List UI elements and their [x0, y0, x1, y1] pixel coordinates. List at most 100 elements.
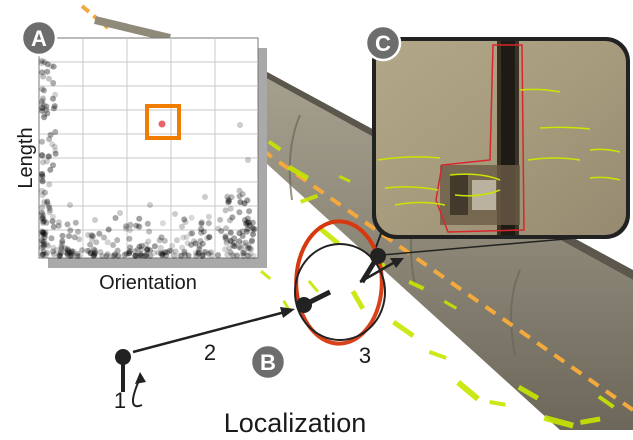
scatter-point: [49, 213, 56, 220]
scatter-point: [39, 251, 46, 258]
scatter-point: [69, 252, 76, 259]
scatter-point: [202, 194, 208, 200]
scatter-point: [51, 143, 58, 150]
scatter-point: [67, 227, 74, 234]
scatter-point: [39, 60, 45, 67]
scatter-point: [39, 209, 45, 216]
scatter-point: [246, 208, 253, 215]
scatter-point: [39, 152, 46, 159]
scatter-point: [138, 252, 145, 259]
scatter-point: [172, 248, 179, 255]
scatter-point: [56, 252, 63, 259]
scatter-point: [97, 249, 104, 255]
scatter-point: [158, 234, 165, 241]
scatter-point: [248, 246, 254, 253]
scatter-point: [46, 181, 53, 188]
scatter-point: [40, 95, 46, 102]
scatter-point: [199, 240, 206, 247]
scatter-point: [145, 238, 152, 245]
scatter-point: [93, 239, 100, 246]
scatter-point: [247, 250, 254, 257]
scatter-point: [246, 245, 253, 252]
scatter-point: [250, 231, 256, 238]
scatter-point: [245, 252, 252, 259]
step-2-arrow: [132, 310, 286, 354]
scatter-point: [225, 199, 232, 206]
scatter-point: [181, 248, 188, 255]
scatter-point: [91, 251, 98, 258]
scatter-point: [236, 230, 243, 237]
scatter-point: [159, 251, 166, 258]
end-probe: [359, 248, 386, 284]
scatter-point: [248, 238, 255, 245]
scatter-point: [72, 219, 79, 226]
scatter-point: [200, 228, 207, 235]
scatter-point: [198, 229, 205, 236]
scatter-point: [182, 219, 189, 225]
scatter-point: [46, 204, 53, 211]
panel-a-grid: [39, 38, 258, 258]
step-label-3: 3: [359, 343, 371, 368]
scatter-point: [88, 232, 95, 239]
scatter-point: [66, 249, 73, 256]
highlight-box[interactable]: [145, 104, 181, 140]
scatter-point: [244, 221, 251, 228]
scatter-point: [57, 249, 64, 255]
panel-c-image: [375, 40, 627, 236]
scatter-point: [222, 234, 229, 241]
scatter-point: [53, 247, 60, 254]
scatter-point: [44, 68, 51, 75]
scatter-point: [39, 173, 46, 180]
scatter-point: [215, 252, 222, 259]
scatter-point: [136, 215, 143, 222]
x-axis-label: Orientation: [99, 272, 197, 294]
panel-a: A Length Orientation: [15, 19, 267, 294]
scatter-point: [40, 229, 46, 236]
scatter-point: [59, 232, 66, 239]
scatter-point: [43, 106, 50, 113]
scatter-point: [249, 219, 256, 226]
step-3-arrowhead: [390, 258, 404, 268]
scatter-point: [50, 223, 57, 230]
scatter-point: [144, 247, 151, 254]
scatter-point: [198, 220, 205, 227]
scatter-point: [231, 240, 238, 246]
scatter-point: [39, 214, 46, 221]
scatter-point: [227, 217, 233, 224]
scatter-point: [236, 187, 243, 194]
scatter-point: [41, 114, 48, 121]
scatter-point: [42, 252, 49, 258]
scatter-points: [39, 58, 258, 259]
scatter-point: [137, 252, 144, 259]
scatter-point: [41, 59, 48, 66]
scatter-point: [198, 226, 204, 233]
scatter-point: [90, 246, 97, 253]
scatter-point: [182, 252, 189, 259]
scatter-point: [40, 73, 47, 80]
scatter-point: [39, 170, 46, 177]
scatter-point: [215, 225, 222, 232]
scatter-point: [227, 237, 234, 244]
scatter-point: [147, 252, 154, 259]
scatter-point: [45, 153, 52, 160]
scatter-point: [87, 250, 94, 257]
scatter-point: [244, 197, 251, 204]
scatter-point: [180, 234, 187, 241]
scatter-point: [193, 252, 200, 259]
scatter-point: [58, 244, 65, 251]
scatter-point: [43, 241, 50, 248]
scatter-point: [50, 80, 57, 86]
scatter-point: [39, 178, 46, 185]
scatter-point: [41, 238, 47, 245]
scatter-point: [39, 241, 46, 248]
scatter-point: [104, 251, 111, 258]
selected-point[interactable]: [158, 120, 166, 128]
scatter-point: [205, 220, 212, 227]
scatter-point: [172, 211, 178, 217]
scatter-point: [136, 243, 143, 250]
scatter-point: [138, 242, 145, 249]
scatter-point: [208, 252, 215, 259]
scatter-point: [67, 253, 74, 259]
scatter-point: [39, 187, 45, 194]
scatter-point: [251, 226, 258, 233]
